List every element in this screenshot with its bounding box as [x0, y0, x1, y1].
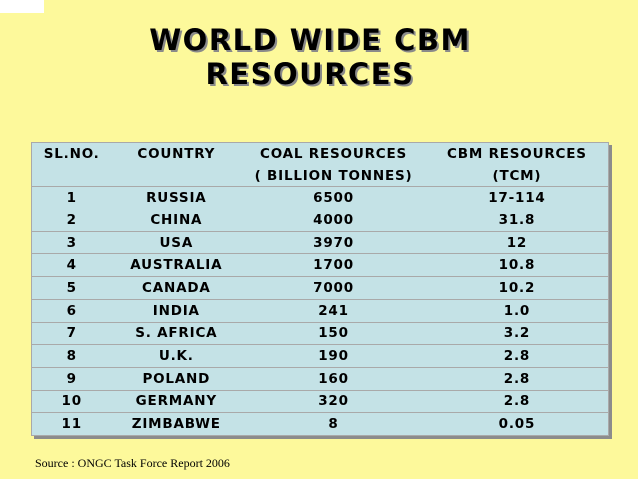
cell-sl-no: 4	[31, 253, 112, 277]
source-note: Source : ONGC Task Force Report 2006	[35, 456, 230, 470]
table-row: 10 GERMANY 320 2.8	[31, 389, 609, 413]
table-body: 1 RUSSIA 6500 17-114 2 CHINA 4000 31.8 3 USA 3970 1…	[31, 186, 609, 436]
table-row: 1 RUSSIA 6500 17-114	[31, 186, 609, 210]
cell-sl-no: 7	[31, 321, 112, 345]
cell-coal-resources: 150	[241, 321, 426, 345]
cell-cbm-resources: 10.8	[425, 253, 609, 277]
header-sl-blank	[32, 165, 112, 187]
table-row: 11 ZIMBABWE 8 0.05	[31, 412, 609, 436]
cell-sl-no: 6	[31, 298, 112, 322]
table-row: 5 CANADA 7000 10.2	[31, 276, 609, 300]
cell-sl-no: 10	[31, 389, 112, 413]
cell-coal-resources: 3970	[241, 230, 426, 254]
cell-coal-resources: 190	[241, 344, 426, 368]
header-coal-resources: COAL RESOURCES	[260, 145, 408, 162]
cell-cbm-resources: 17-114	[425, 186, 609, 210]
cell-cbm-resources: 1.0	[425, 298, 609, 322]
cell-cbm-resources: 31.8	[498, 211, 536, 228]
cell-country: AUSTRALIA	[111, 253, 242, 277]
cell-sl-no: 8	[31, 344, 112, 368]
cell-country: USA	[111, 230, 242, 254]
resources-table: SL.NO. COUNTRY COAL RESOURCES CBM RESOUR…	[31, 142, 609, 436]
cell-country: POLAND	[111, 366, 242, 391]
cell-country: S. AFRICA	[111, 321, 242, 345]
header-cbm-unit: (TCM)	[492, 167, 542, 184]
table-row: 7 S. AFRICA 150 3.2	[31, 321, 609, 345]
cell-coal-resources: 4000	[313, 211, 354, 228]
table-row: 6 INDIA 241 1.0	[31, 298, 609, 322]
header-cbm-resources: CBM RESOURCES	[447, 145, 587, 162]
table-row: 3 USA 3970 12	[31, 230, 609, 254]
cell-coal-resources: 8	[241, 412, 426, 436]
cell-sl-no: 1	[31, 186, 112, 210]
cell-sl-no: 5	[31, 276, 112, 300]
cell-cbm-resources: 2.8	[425, 344, 609, 368]
cell-country: INDIA	[111, 298, 242, 322]
cell-country: GERMANY	[111, 389, 242, 413]
cell-sl-no: 3	[31, 230, 112, 254]
cell-country: CANADA	[111, 276, 242, 300]
table-row: 9 POLAND 160 2.8	[31, 366, 609, 391]
cell-coal-resources: 320	[241, 389, 426, 413]
corner-box	[0, 0, 44, 13]
cell-country: CHINA	[150, 211, 203, 228]
cell-cbm-resources: 12	[425, 230, 609, 254]
cell-coal-resources: 241	[241, 298, 426, 322]
table-row: 2 CHINA 4000 31.8	[32, 209, 609, 231]
cell-coal-resources: 7000	[241, 276, 426, 300]
header-country-blank	[111, 165, 241, 187]
header-country: COUNTRY	[137, 145, 216, 162]
cell-sl-no: 11	[31, 412, 112, 436]
header-row-2: ( BILLION TONNES) (TCM)	[32, 165, 609, 187]
cell-coal-resources: 1700	[241, 253, 426, 277]
cell-cbm-resources: 2.8	[425, 389, 609, 413]
cell-sl-no: 2	[66, 211, 77, 228]
title-line-1: WORLD WIDE CBM	[149, 23, 471, 57]
cell-country: ZIMBABWE	[111, 412, 242, 436]
cell-country: U.K.	[111, 344, 242, 368]
cell-cbm-resources: 10.2	[425, 276, 609, 300]
header-row-1: SL.NO. COUNTRY COAL RESOURCES CBM RESOUR…	[32, 143, 609, 165]
title-line-2: RESOURCES	[205, 57, 415, 91]
slide-title: WORLD WIDE CBM RESOURCES	[95, 23, 525, 91]
cell-cbm-resources: 3.2	[425, 321, 609, 345]
resources-table-container: SL.NO. COUNTRY COAL RESOURCES CBM RESOUR…	[31, 142, 609, 436]
header-coal-unit: ( BILLION TONNES)	[254, 167, 413, 184]
cell-sl-no: 9	[31, 366, 112, 391]
table-row: 8 U.K. 190 2.8	[31, 344, 609, 368]
cell-coal-resources: 160	[241, 366, 426, 391]
table-row: 4 AUSTRALIA 1700 10.8	[31, 253, 609, 277]
header-sl-no: SL.NO.	[43, 145, 100, 162]
cell-country: RUSSIA	[111, 186, 242, 210]
cell-coal-resources: 6500	[241, 186, 426, 210]
cell-cbm-resources: 0.05	[425, 412, 609, 436]
cell-cbm-resources: 2.8	[425, 366, 609, 391]
